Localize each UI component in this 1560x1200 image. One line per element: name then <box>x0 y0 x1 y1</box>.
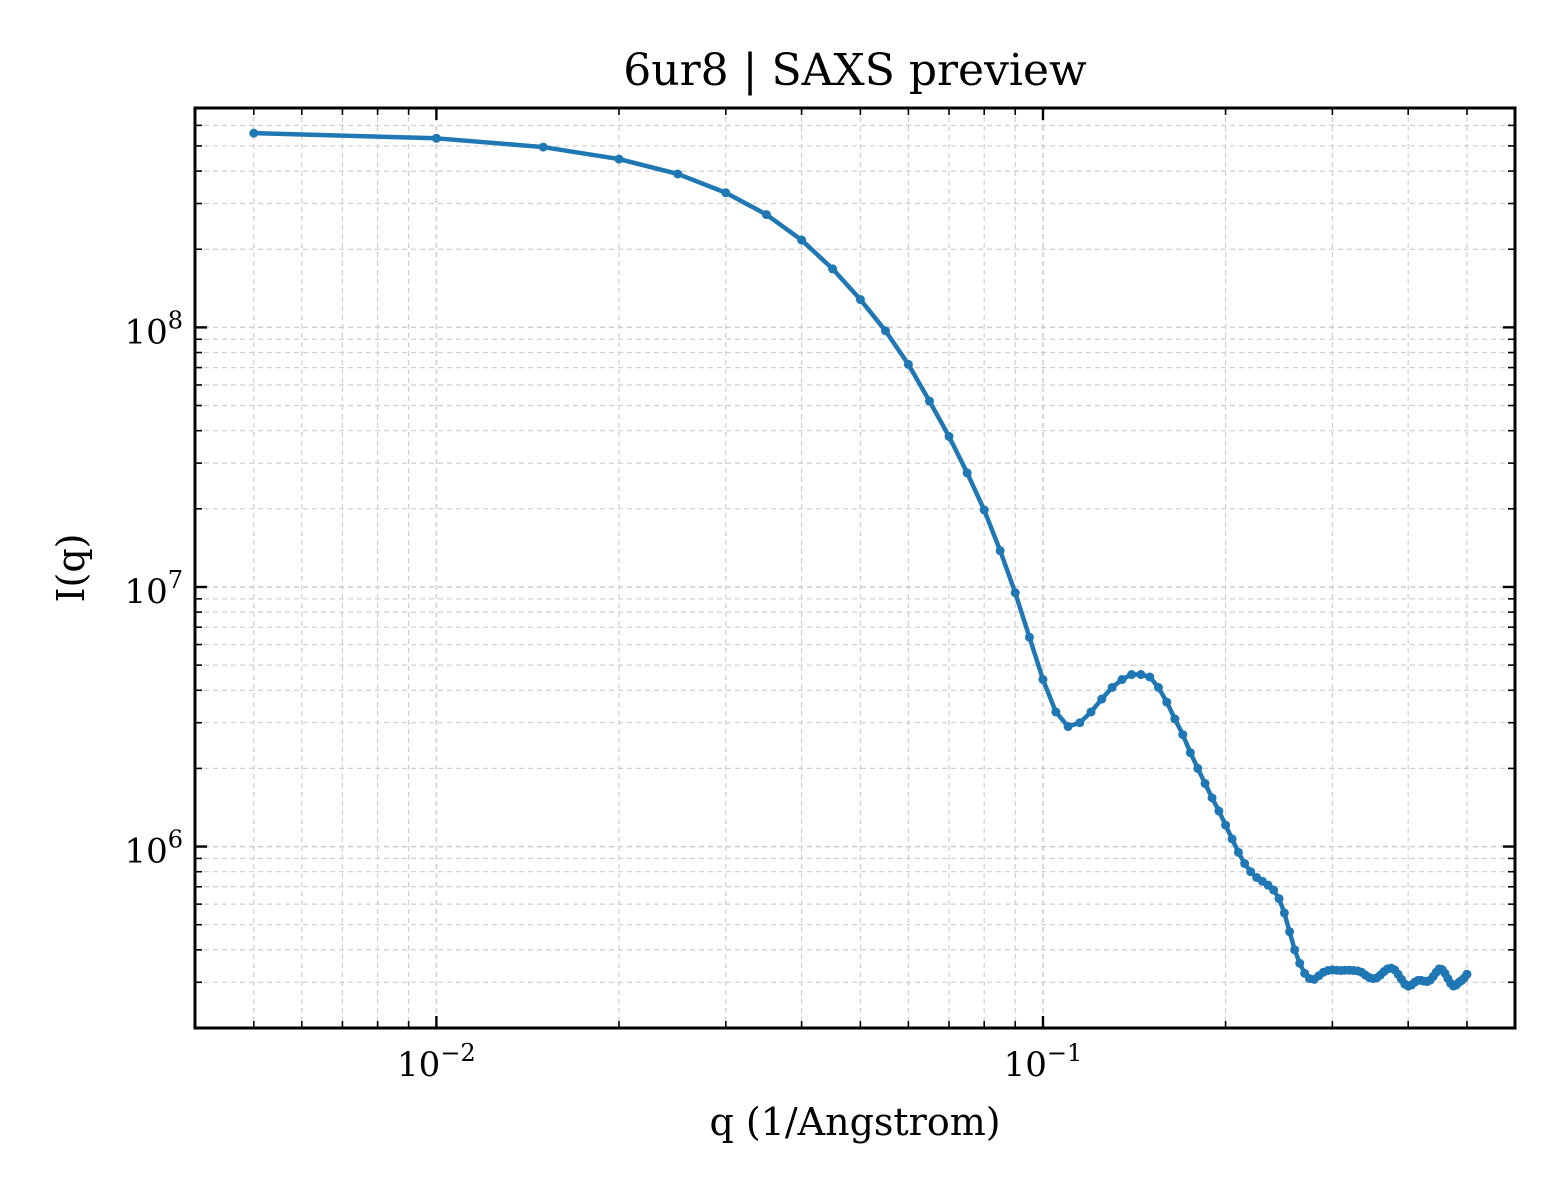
data-point <box>1221 820 1231 830</box>
data-point <box>431 133 441 143</box>
data-point <box>673 169 683 179</box>
data-point <box>1214 806 1224 816</box>
data-point <box>1227 834 1237 844</box>
data-point <box>538 142 548 152</box>
data-point <box>979 505 989 515</box>
data-point <box>1279 908 1289 918</box>
data-point <box>1462 969 1472 979</box>
y-tick-label: 106 <box>124 826 183 872</box>
data-point <box>1200 778 1210 788</box>
chart-title: 6ur8 | SAXS preview <box>623 45 1087 96</box>
y-tick-label: 108 <box>124 306 183 352</box>
grid-lines <box>194 107 1515 1029</box>
data-point <box>1038 675 1048 685</box>
data-point <box>1063 722 1073 732</box>
data-point <box>1051 707 1061 717</box>
data-point <box>1153 682 1163 692</box>
data-point <box>614 154 624 164</box>
data-point <box>761 210 771 220</box>
data-point <box>1136 670 1146 680</box>
data-point <box>962 468 972 478</box>
data-point <box>903 359 913 369</box>
data-point <box>1170 714 1180 724</box>
data-point <box>855 295 865 305</box>
data-point <box>924 396 934 406</box>
data-point <box>1269 885 1279 895</box>
tick-labels: 10−2 10−1 106 107 108 <box>124 306 1082 1085</box>
data-point <box>249 128 259 138</box>
data-point <box>995 546 1005 556</box>
data-point <box>944 431 954 441</box>
data-point <box>1086 707 1096 717</box>
data-point <box>1185 748 1195 758</box>
data-point <box>1274 894 1284 904</box>
data-point <box>1207 793 1217 803</box>
data-point <box>1097 694 1107 704</box>
data-point <box>1246 867 1256 877</box>
plot-frame <box>193 106 1517 1030</box>
data-point <box>1285 927 1295 937</box>
data-point <box>880 326 890 336</box>
y-tick-label: 107 <box>124 566 183 612</box>
data-point <box>1010 588 1020 598</box>
data-point <box>1024 632 1034 642</box>
x-tick-label: 10−1 <box>1004 1039 1083 1085</box>
major-ticks <box>195 108 1515 1028</box>
data-point <box>1233 847 1243 857</box>
data-point <box>1127 670 1137 680</box>
data-point <box>1240 859 1250 869</box>
data-point <box>1193 763 1203 773</box>
minor-ticks <box>194 107 1515 1029</box>
data-point <box>1290 945 1300 955</box>
data-point <box>1178 730 1188 740</box>
y-axis-label: I(q) <box>49 534 93 603</box>
data-point <box>721 188 731 198</box>
data-point <box>1107 682 1117 692</box>
data-point <box>1162 697 1172 707</box>
data-point <box>1075 718 1085 728</box>
x-axis-label: q (1/Angstrom) <box>709 1100 1000 1144</box>
data-point <box>1117 675 1127 685</box>
series-layer <box>249 128 1472 991</box>
data-point <box>1145 672 1155 682</box>
data-point <box>797 235 807 245</box>
x-tick-label: 10−2 <box>397 1039 476 1085</box>
data-point <box>828 264 838 274</box>
data-point <box>1295 958 1305 968</box>
